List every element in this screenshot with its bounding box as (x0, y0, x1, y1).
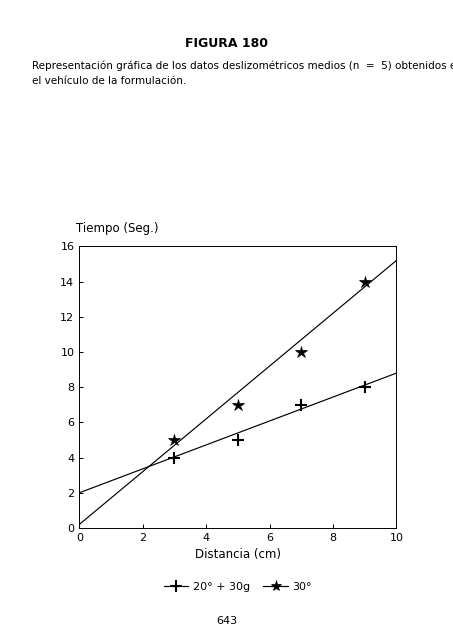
Text: 643: 643 (216, 616, 237, 626)
Text: FIGURA 180: FIGURA 180 (185, 37, 268, 50)
X-axis label: Distancia (cm): Distancia (cm) (195, 548, 281, 561)
Legend: 20° + 30g, 30°: 20° + 30g, 30° (159, 577, 316, 596)
Text: Representación gráfica de los datos deslizométricos medios (n  =  5) obtenidos e: Representación gráfica de los datos desl… (32, 61, 453, 71)
Text: Tiempo (Seg.): Tiempo (Seg.) (76, 222, 159, 235)
Text: el vehículo de la formulación.: el vehículo de la formulación. (32, 76, 186, 86)
